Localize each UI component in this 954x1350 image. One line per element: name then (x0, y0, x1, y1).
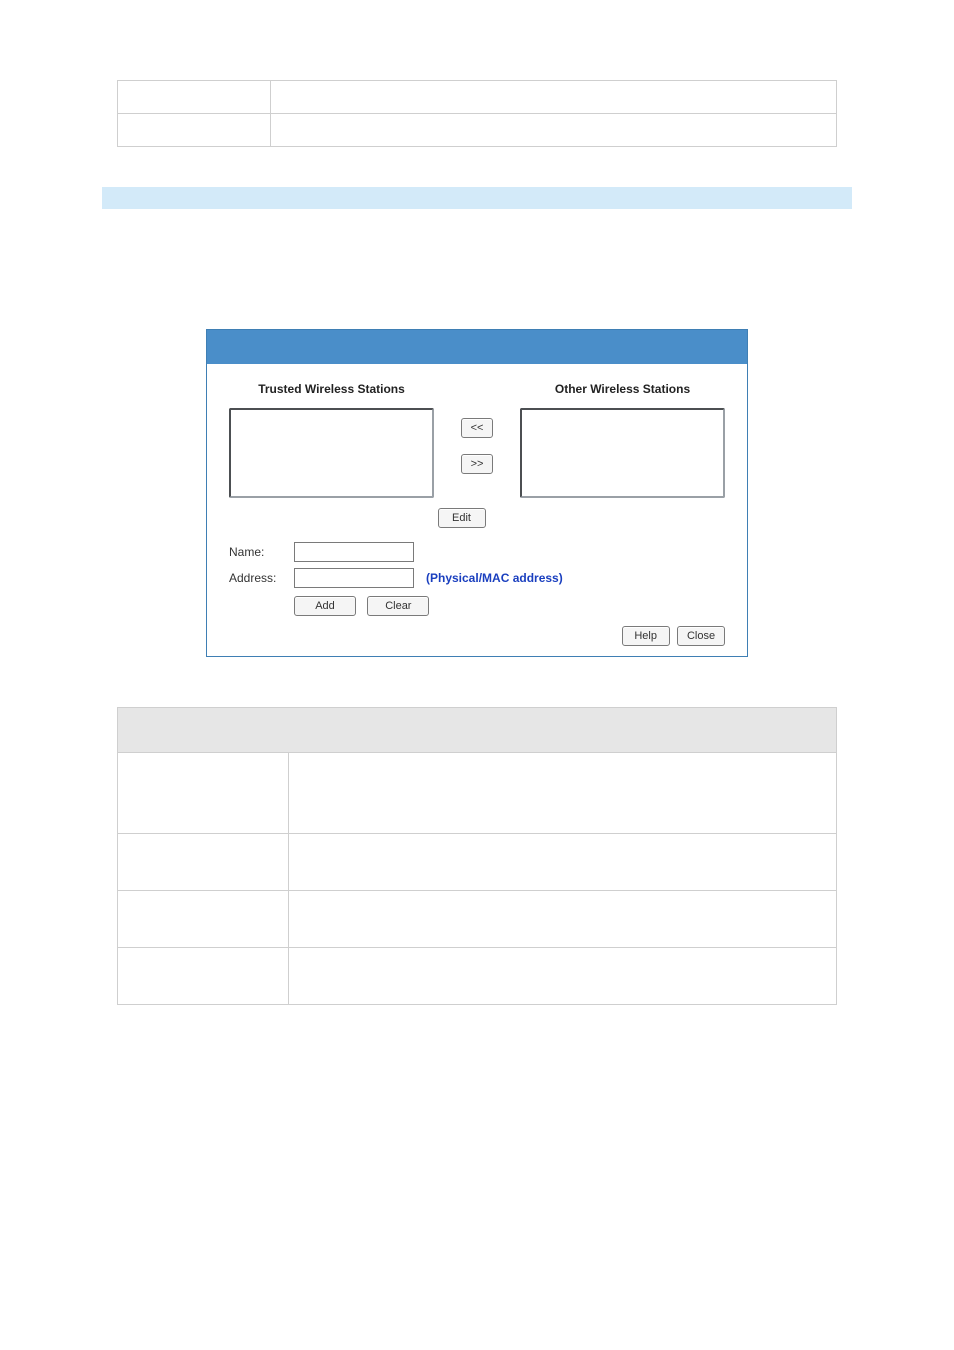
mini-cell (271, 81, 837, 114)
table-cell (118, 834, 289, 891)
mac-note: (Physical/MAC address) (426, 571, 563, 585)
mini-cell (271, 114, 837, 147)
table-cell (118, 753, 289, 834)
table-row (118, 753, 837, 834)
panel-header (207, 330, 747, 364)
section-band (102, 187, 852, 209)
add-button[interactable]: Add (294, 596, 356, 616)
data-table (117, 707, 837, 1005)
clear-button[interactable]: Clear (367, 596, 429, 616)
address-label: Address: (229, 571, 284, 585)
table-cell (289, 834, 837, 891)
trusted-title: Trusted Wireless Stations (258, 382, 405, 396)
table-row (118, 891, 837, 948)
table-row (118, 81, 837, 114)
other-column: Other Wireless Stations (520, 382, 725, 498)
table-cell (289, 891, 837, 948)
address-field[interactable] (294, 568, 414, 588)
mini-cell (118, 114, 271, 147)
name-field[interactable] (294, 542, 414, 562)
top-mini-table (117, 80, 837, 147)
trusted-listbox[interactable] (229, 408, 434, 498)
help-button[interactable]: Help (622, 626, 670, 646)
table-cell (118, 948, 289, 1005)
trusted-stations-panel: Trusted Wireless Stations << >> Other Wi… (206, 329, 748, 657)
table-row (118, 834, 837, 891)
move-buttons: << >> (461, 418, 493, 474)
name-label: Name: (229, 545, 284, 559)
table-cell (289, 753, 837, 834)
table-header (118, 708, 837, 753)
spacer (60, 657, 894, 707)
edit-button[interactable]: Edit (438, 508, 486, 528)
move-left-button[interactable]: << (461, 418, 493, 438)
mini-cell (118, 81, 271, 114)
table-row (118, 948, 837, 1005)
table-cell (118, 891, 289, 948)
spacer (60, 209, 894, 329)
table-row (118, 114, 837, 147)
trusted-column: Trusted Wireless Stations (229, 382, 434, 498)
close-button[interactable]: Close (677, 626, 725, 646)
table-header-row (118, 708, 837, 753)
other-listbox[interactable] (520, 408, 725, 498)
move-right-button[interactable]: >> (461, 454, 493, 474)
table-cell (289, 948, 837, 1005)
other-title: Other Wireless Stations (555, 382, 690, 396)
